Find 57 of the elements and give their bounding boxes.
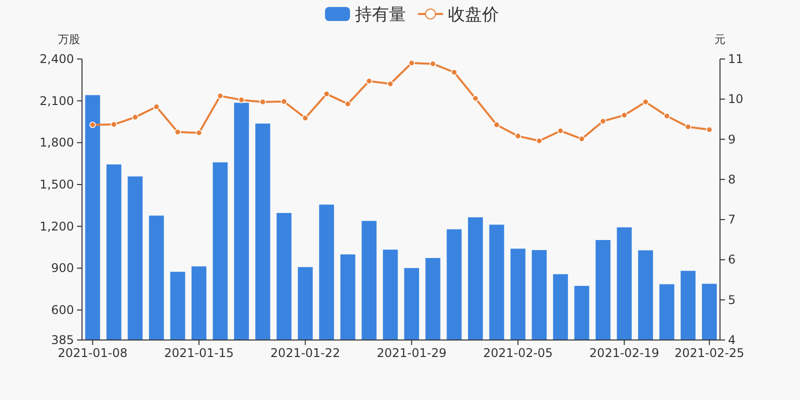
point — [153, 104, 160, 110]
y2-axis-title: 元 — [714, 33, 726, 46]
y2-tick-label: 5 — [728, 292, 736, 307]
y-tick-label: 1,200 — [40, 219, 74, 234]
point — [89, 122, 96, 128]
point — [387, 80, 394, 88]
point — [664, 112, 670, 120]
point — [196, 130, 202, 136]
point — [323, 90, 330, 98]
point — [408, 60, 415, 66]
point — [280, 98, 288, 105]
point — [260, 98, 266, 106]
point — [621, 112, 628, 118]
point — [600, 118, 606, 124]
y-tick-label: 385 — [51, 333, 74, 347]
y-tick-label: 1,500 — [40, 178, 74, 192]
y2-tick-label: 4 — [728, 333, 736, 347]
point — [450, 69, 458, 76]
point — [557, 128, 564, 134]
y2-tick-label: 11 — [728, 52, 744, 66]
y-tick-label: 2,400 — [40, 52, 74, 66]
y2-tick-label: 10 — [728, 92, 744, 106]
y-tick-label: 600 — [51, 303, 74, 318]
y-tick-label: 2,100 — [40, 94, 74, 108]
point — [110, 121, 118, 128]
point — [472, 95, 479, 102]
point — [642, 98, 649, 106]
x-tick-label: 2021-01-15 — [164, 346, 234, 360]
y-axis-title: 万股 — [58, 33, 80, 46]
y-tick-label: 900 — [51, 261, 74, 276]
x-tick-label: 2021-01-22 — [270, 346, 340, 360]
x-tick-label: 2021-02-05 — [483, 346, 553, 360]
point — [514, 132, 522, 140]
x-tick-label: 2021-01-08 — [58, 346, 128, 360]
legend-label: 持有量 — [355, 5, 406, 25]
y2-tick-label: 6 — [728, 252, 736, 267]
point — [536, 138, 542, 144]
point — [132, 114, 138, 120]
y2-tick-label: 7 — [728, 212, 736, 227]
y2-tick-label: 9 — [728, 132, 736, 146]
x-tick-label: 2021-02-19 — [589, 346, 660, 360]
legend-label: 收盘价 — [448, 5, 499, 25]
y-tick-label: 1,800 — [40, 136, 74, 150]
point — [578, 136, 585, 142]
point — [684, 124, 692, 130]
point — [302, 114, 308, 122]
y2-tick-label: 8 — [728, 172, 736, 186]
point — [494, 122, 500, 128]
point — [174, 128, 181, 136]
x-tick-label: 2021-02-25 — [674, 346, 744, 360]
point — [706, 126, 713, 133]
x-tick-label: 2021-01-29 — [376, 346, 447, 360]
point — [430, 60, 436, 68]
point — [238, 96, 245, 104]
point — [344, 100, 352, 108]
point — [366, 78, 372, 84]
point — [217, 92, 224, 100]
